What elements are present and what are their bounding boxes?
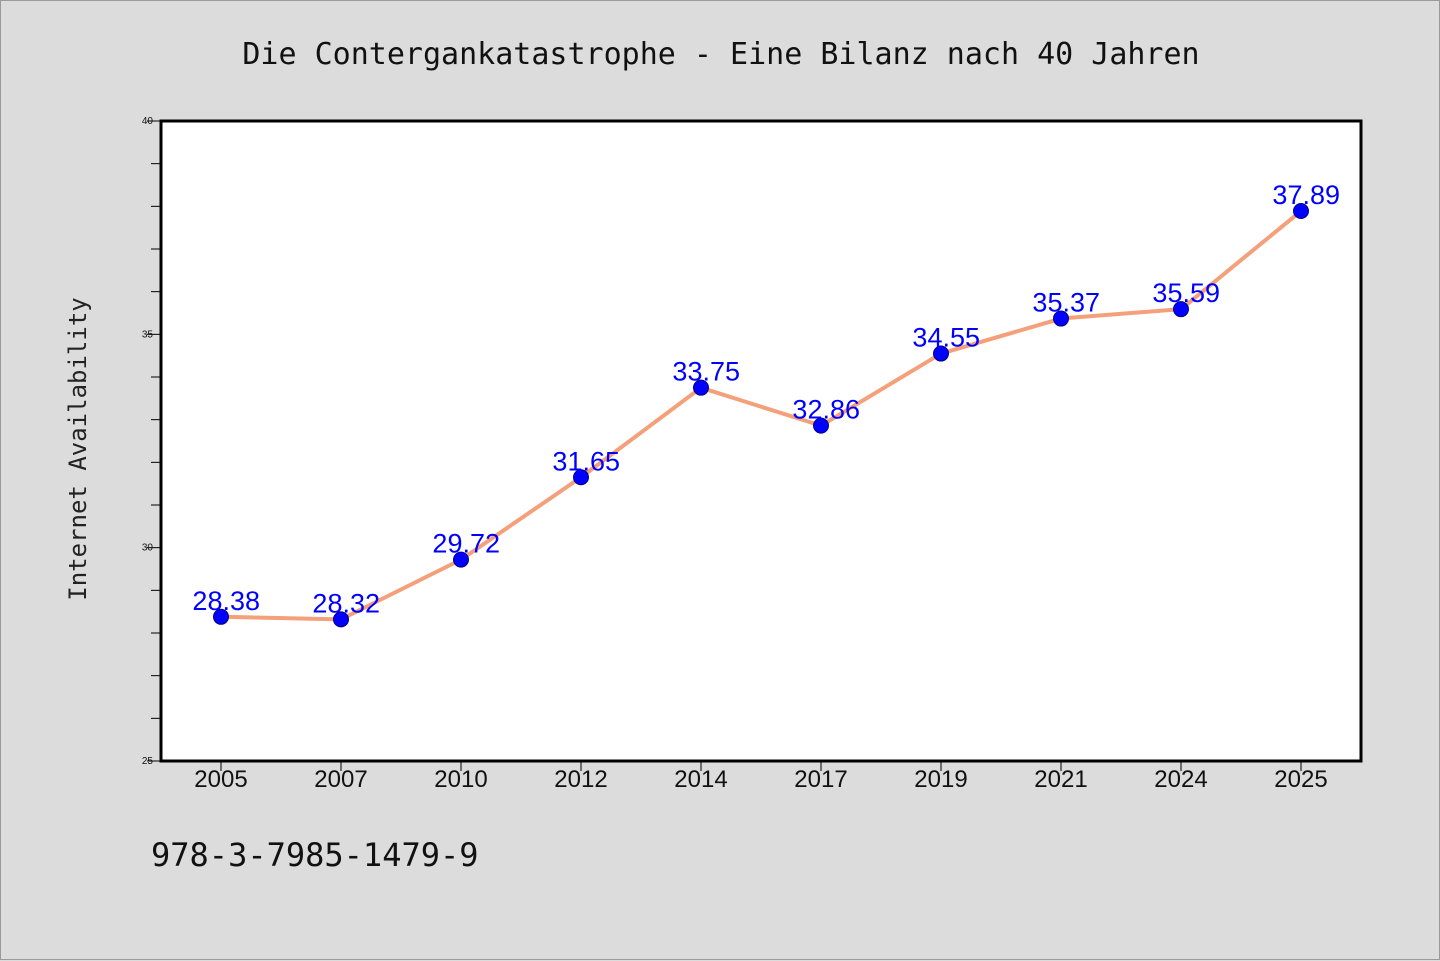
data-point (1053, 310, 1069, 327)
x-tick-label: 2010 (434, 766, 487, 793)
x-tick-label: 2012 (554, 766, 607, 793)
data-points (213, 203, 1309, 628)
data-point (813, 417, 829, 434)
data-point (693, 379, 709, 396)
y-axis-label: Internet Availability (64, 297, 92, 600)
x-tick-label: 2014 (674, 766, 727, 793)
data-point (213, 608, 229, 625)
data-point (453, 551, 469, 568)
data-point (333, 611, 349, 628)
x-axis: 2005 2007 2010 2012 2014 2017 2019 2021 2024 2025 (194, 761, 1328, 793)
data-label: 34.55 (912, 323, 980, 353)
chart-title: Die Contergankatastrophe - Eine Bilanz n… (242, 37, 1199, 72)
data-label: 31.65 (552, 446, 620, 476)
data-label: 35.37 (1032, 288, 1100, 318)
x-tick-label: 2024 (1154, 766, 1207, 793)
data-label: 28.38 (192, 586, 260, 616)
data-label: 28.32 (312, 588, 380, 618)
plot-area (159, 119, 1363, 763)
data-point (1173, 301, 1189, 318)
data-label: 35.59 (1152, 278, 1220, 308)
data-point (933, 345, 949, 362)
series-line-group (219, 209, 1303, 622)
data-label: 29.72 (432, 529, 500, 559)
x-tick-label: 2025 (1274, 766, 1327, 793)
data-point (1293, 203, 1309, 220)
data-label: 32.86 (792, 395, 860, 425)
x-tick-label: 2007 (314, 766, 367, 793)
y-tick-label: 30 (142, 543, 154, 554)
y-axis: 25 30 35 40 (142, 116, 161, 767)
data-point (573, 469, 589, 486)
y-tick-label: 35 (142, 329, 154, 340)
data-label: 33.75 (672, 357, 740, 387)
isbn-text: 978-3-7985-1479-9 (151, 836, 479, 874)
data-label: 37.89 (1272, 180, 1340, 210)
x-tick-label: 2005 (194, 766, 247, 793)
x-tick-label: 2019 (914, 766, 967, 793)
x-tick-label: 2021 (1034, 766, 1087, 793)
y-tick-label: 25 (142, 756, 154, 767)
series-line (219, 209, 1303, 622)
data-labels: 28.38 28.32 29.72 31.65 33.75 32.86 34.55 35.37… (192, 180, 1340, 618)
x-tick-label: 2017 (794, 766, 847, 793)
y-tick-label: 40 (142, 116, 154, 127)
